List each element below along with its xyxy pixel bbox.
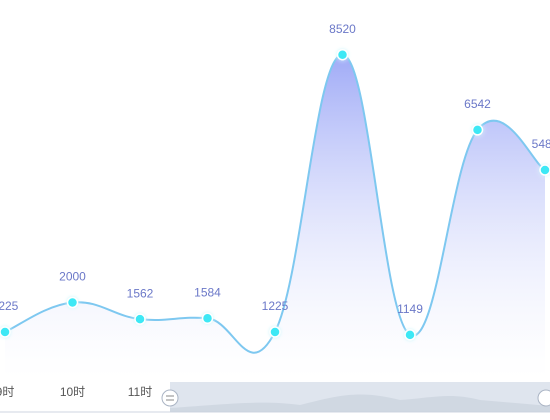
marker bbox=[66, 296, 79, 309]
marker bbox=[269, 326, 281, 338]
value-label: 1225 bbox=[262, 299, 289, 313]
value-label: 1584 bbox=[194, 285, 221, 299]
marker bbox=[0, 326, 11, 338]
x-tick-label: 11时 bbox=[128, 385, 152, 399]
marker bbox=[404, 329, 416, 341]
value-label: 5486 bbox=[532, 137, 550, 151]
x-tick-label: 10时 bbox=[60, 385, 85, 399]
value-label: 2000 bbox=[59, 270, 86, 284]
marker bbox=[471, 124, 484, 136]
marker bbox=[336, 48, 349, 61]
marker bbox=[201, 312, 214, 325]
zoom-handle[interactable] bbox=[161, 389, 179, 407]
value-label: 8520 bbox=[329, 22, 356, 36]
marker bbox=[134, 313, 146, 325]
marker bbox=[539, 164, 550, 176]
value-label: 6542 bbox=[464, 97, 491, 111]
x-tick-label: 9时 bbox=[0, 385, 14, 399]
area bbox=[5, 54, 545, 379]
value-label: 1225 bbox=[0, 299, 19, 313]
value-label: 1562 bbox=[127, 286, 154, 300]
line bbox=[4, 53, 546, 354]
zoom-handle-right[interactable] bbox=[537, 389, 550, 407]
zoom-thumbnail bbox=[170, 394, 550, 412]
value-label: 1149 bbox=[397, 302, 423, 316]
